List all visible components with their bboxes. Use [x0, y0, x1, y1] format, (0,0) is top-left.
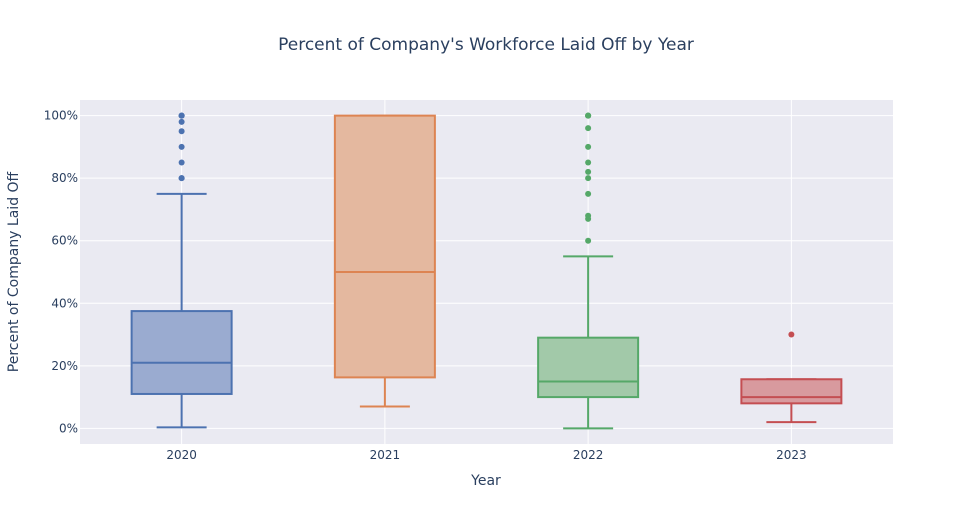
outlier-point — [178, 159, 185, 166]
outlier-point — [585, 190, 592, 197]
outlier-point — [585, 175, 592, 182]
x-tick-label: 2021 — [370, 448, 401, 462]
outlier-point — [585, 112, 592, 119]
outlier-point — [585, 212, 592, 219]
box-2023 — [740, 331, 843, 424]
box-iqr — [333, 114, 436, 379]
x-tick-label: 2023 — [776, 448, 807, 462]
y-tick-label: 40% — [51, 296, 78, 310]
outlier-point — [178, 128, 185, 135]
outlier-point — [178, 143, 185, 150]
x-tick-labels: 2020 2021 2022 2023 — [166, 448, 806, 462]
x-axis-title: Year — [470, 473, 501, 489]
outlier-point — [585, 159, 592, 166]
outlier-point — [788, 331, 795, 338]
y-tick-label: 60% — [51, 234, 78, 248]
outlier-point — [585, 143, 592, 150]
y-tick-label: 100% — [44, 109, 78, 123]
outlier-point — [178, 118, 185, 125]
x-tick-label: 2020 — [166, 448, 197, 462]
outlier-point — [585, 237, 592, 244]
outlier-point — [585, 168, 592, 175]
box-2021 — [333, 114, 436, 408]
box-series-group — [130, 112, 843, 430]
box-2022 — [537, 112, 640, 430]
outlier-point — [178, 112, 185, 119]
box-iqr — [130, 310, 233, 395]
x-tick-label: 2022 — [573, 448, 604, 462]
box-iqr — [537, 336, 640, 399]
y-axis-title: Percent of Company Laid Off — [6, 171, 22, 372]
y-tick-label: 20% — [51, 359, 78, 373]
y-tick-label: 80% — [51, 171, 78, 185]
box-2020 — [130, 112, 233, 429]
outlier-point — [178, 175, 185, 182]
chart-title: Percent of Company's Workforce Laid Off … — [278, 35, 694, 55]
outlier-point — [585, 125, 592, 132]
y-tick-labels: 0% 20% 40% 60% 80% 100% — [44, 109, 78, 436]
box-iqr — [740, 378, 843, 405]
y-tick-label: 0% — [59, 421, 78, 435]
